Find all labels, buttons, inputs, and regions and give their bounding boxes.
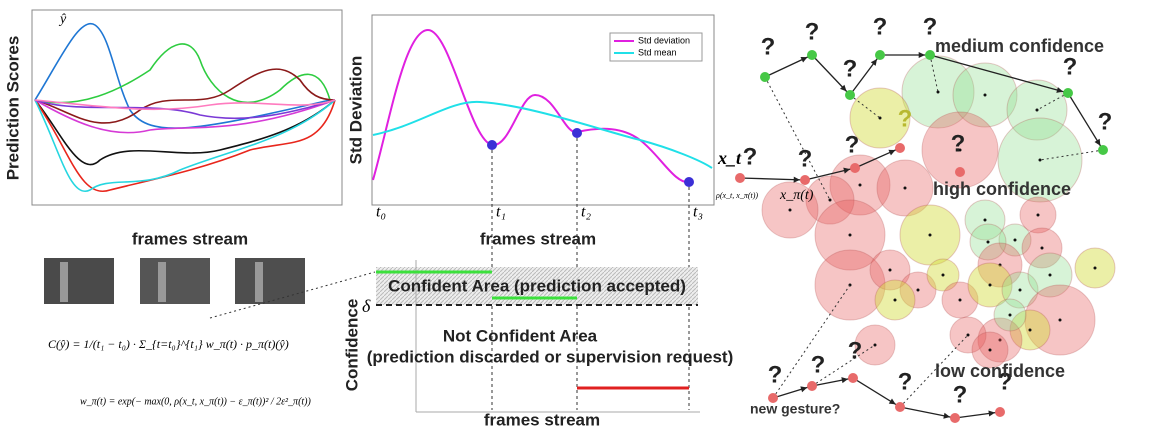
node — [895, 402, 905, 412]
node — [735, 173, 745, 183]
node-label: ? — [743, 143, 758, 170]
t-point — [572, 128, 582, 138]
node — [807, 50, 817, 60]
cluster-center — [917, 289, 920, 292]
node — [850, 163, 860, 173]
x-pi: x_π(t) — [779, 188, 814, 203]
node-label: ? — [1063, 53, 1078, 80]
cluster-center — [1041, 247, 1044, 250]
node-label: ? — [848, 337, 863, 364]
t-label: t₀ — [376, 204, 386, 221]
x-label: frames stream — [132, 229, 248, 248]
node-label: ? — [805, 18, 820, 45]
high-label: high confidence — [933, 179, 1071, 199]
node — [760, 72, 770, 82]
cluster-center — [849, 234, 852, 237]
rho: ρ(x_t, x_π(t)) — [715, 191, 758, 200]
node-label: ? — [898, 368, 913, 395]
legend-label: Std mean — [638, 47, 677, 57]
cluster-center — [989, 349, 992, 352]
node — [845, 90, 855, 100]
cluster-center — [989, 284, 992, 287]
t-point — [684, 177, 694, 187]
cluster-center — [904, 187, 907, 190]
cluster-center — [984, 219, 987, 222]
arrowhead — [919, 52, 925, 58]
cluster-center — [1094, 267, 1097, 270]
node — [950, 413, 960, 423]
cluster-center — [1029, 329, 1032, 332]
node — [895, 143, 905, 153]
t-label: t₃ — [693, 204, 703, 221]
cluster-center — [1009, 314, 1012, 317]
y-label: Prediction Scores — [3, 36, 22, 181]
node-label: ? — [898, 105, 913, 132]
x-label: frames stream — [484, 410, 600, 429]
legend-label: Std deviation — [638, 35, 690, 45]
mean-curve — [373, 102, 712, 168]
node — [875, 50, 885, 60]
t-point — [487, 140, 497, 150]
low-label: low confidence — [935, 361, 1065, 381]
cluster-center — [1037, 214, 1040, 217]
node-label: ? — [761, 33, 776, 60]
cluster-center — [859, 184, 862, 187]
node — [800, 175, 810, 185]
medium-label: medium confidence — [935, 36, 1104, 56]
arrowhead — [794, 177, 800, 183]
cluster-center — [987, 241, 990, 244]
arrowhead — [841, 377, 848, 383]
new-gesture: new gesture? — [750, 401, 840, 417]
confident-area: Confident Area (prediction accepted) — [388, 276, 686, 295]
node — [1098, 145, 1108, 155]
formula-weight: w_π(t) = exp(− max(0, ρ(x_t, x_π(t)) − ε… — [80, 396, 312, 407]
delta: δ — [362, 296, 371, 316]
cluster-center — [1049, 274, 1052, 277]
cluster-center — [959, 299, 962, 302]
node — [807, 381, 817, 391]
not-confident-title: Not Confident Area — [443, 326, 598, 345]
y-hat: ŷ — [58, 12, 67, 27]
node-label: ? — [811, 351, 826, 378]
node-label: ? — [953, 381, 968, 408]
cluster-center — [1014, 239, 1017, 242]
arrowhead — [871, 59, 877, 66]
formula-confidence: C(ŷ) = 1/(t₁ − t₀) · Σ_{t=t₀}^{t₁} w_π(t… — [48, 337, 289, 351]
dotted-link — [765, 77, 830, 200]
cluster-center — [984, 94, 987, 97]
figure: Prediction Scores ŷ frames stream C(ŷ) =… — [0, 0, 1149, 431]
x-t: x_t — [717, 148, 742, 168]
node — [955, 167, 965, 177]
cluster-center — [929, 234, 932, 237]
cluster-center — [1059, 319, 1062, 322]
node-label: ? — [951, 130, 966, 157]
arrowhead — [988, 410, 995, 416]
cluster-center — [1019, 289, 1022, 292]
node — [848, 373, 858, 383]
clusters — [762, 56, 1115, 368]
t-label: t₂ — [581, 204, 591, 221]
cluster-center — [894, 299, 897, 302]
node-label: ? — [845, 131, 860, 158]
y-label: Std Deviation — [346, 56, 365, 165]
cluster-center — [789, 209, 792, 212]
node-label: ? — [798, 145, 813, 172]
arrowhead — [943, 413, 950, 419]
score-curves — [35, 24, 335, 192]
node-label: ? — [1098, 108, 1113, 135]
node — [995, 407, 1005, 417]
x-label: frames stream — [480, 229, 596, 248]
t-label: t₁ — [496, 204, 506, 221]
y-label: Confidence — [342, 299, 361, 392]
node-label: ? — [768, 361, 783, 388]
thumbnails — [44, 258, 305, 304]
node-label: ? — [843, 55, 858, 82]
cluster-center — [942, 274, 945, 277]
cluster-center — [889, 269, 892, 272]
not-confident-note: (prediction discarded or supervision req… — [367, 347, 734, 366]
node — [1063, 88, 1073, 98]
node-label: ? — [873, 13, 888, 40]
node — [925, 50, 935, 60]
